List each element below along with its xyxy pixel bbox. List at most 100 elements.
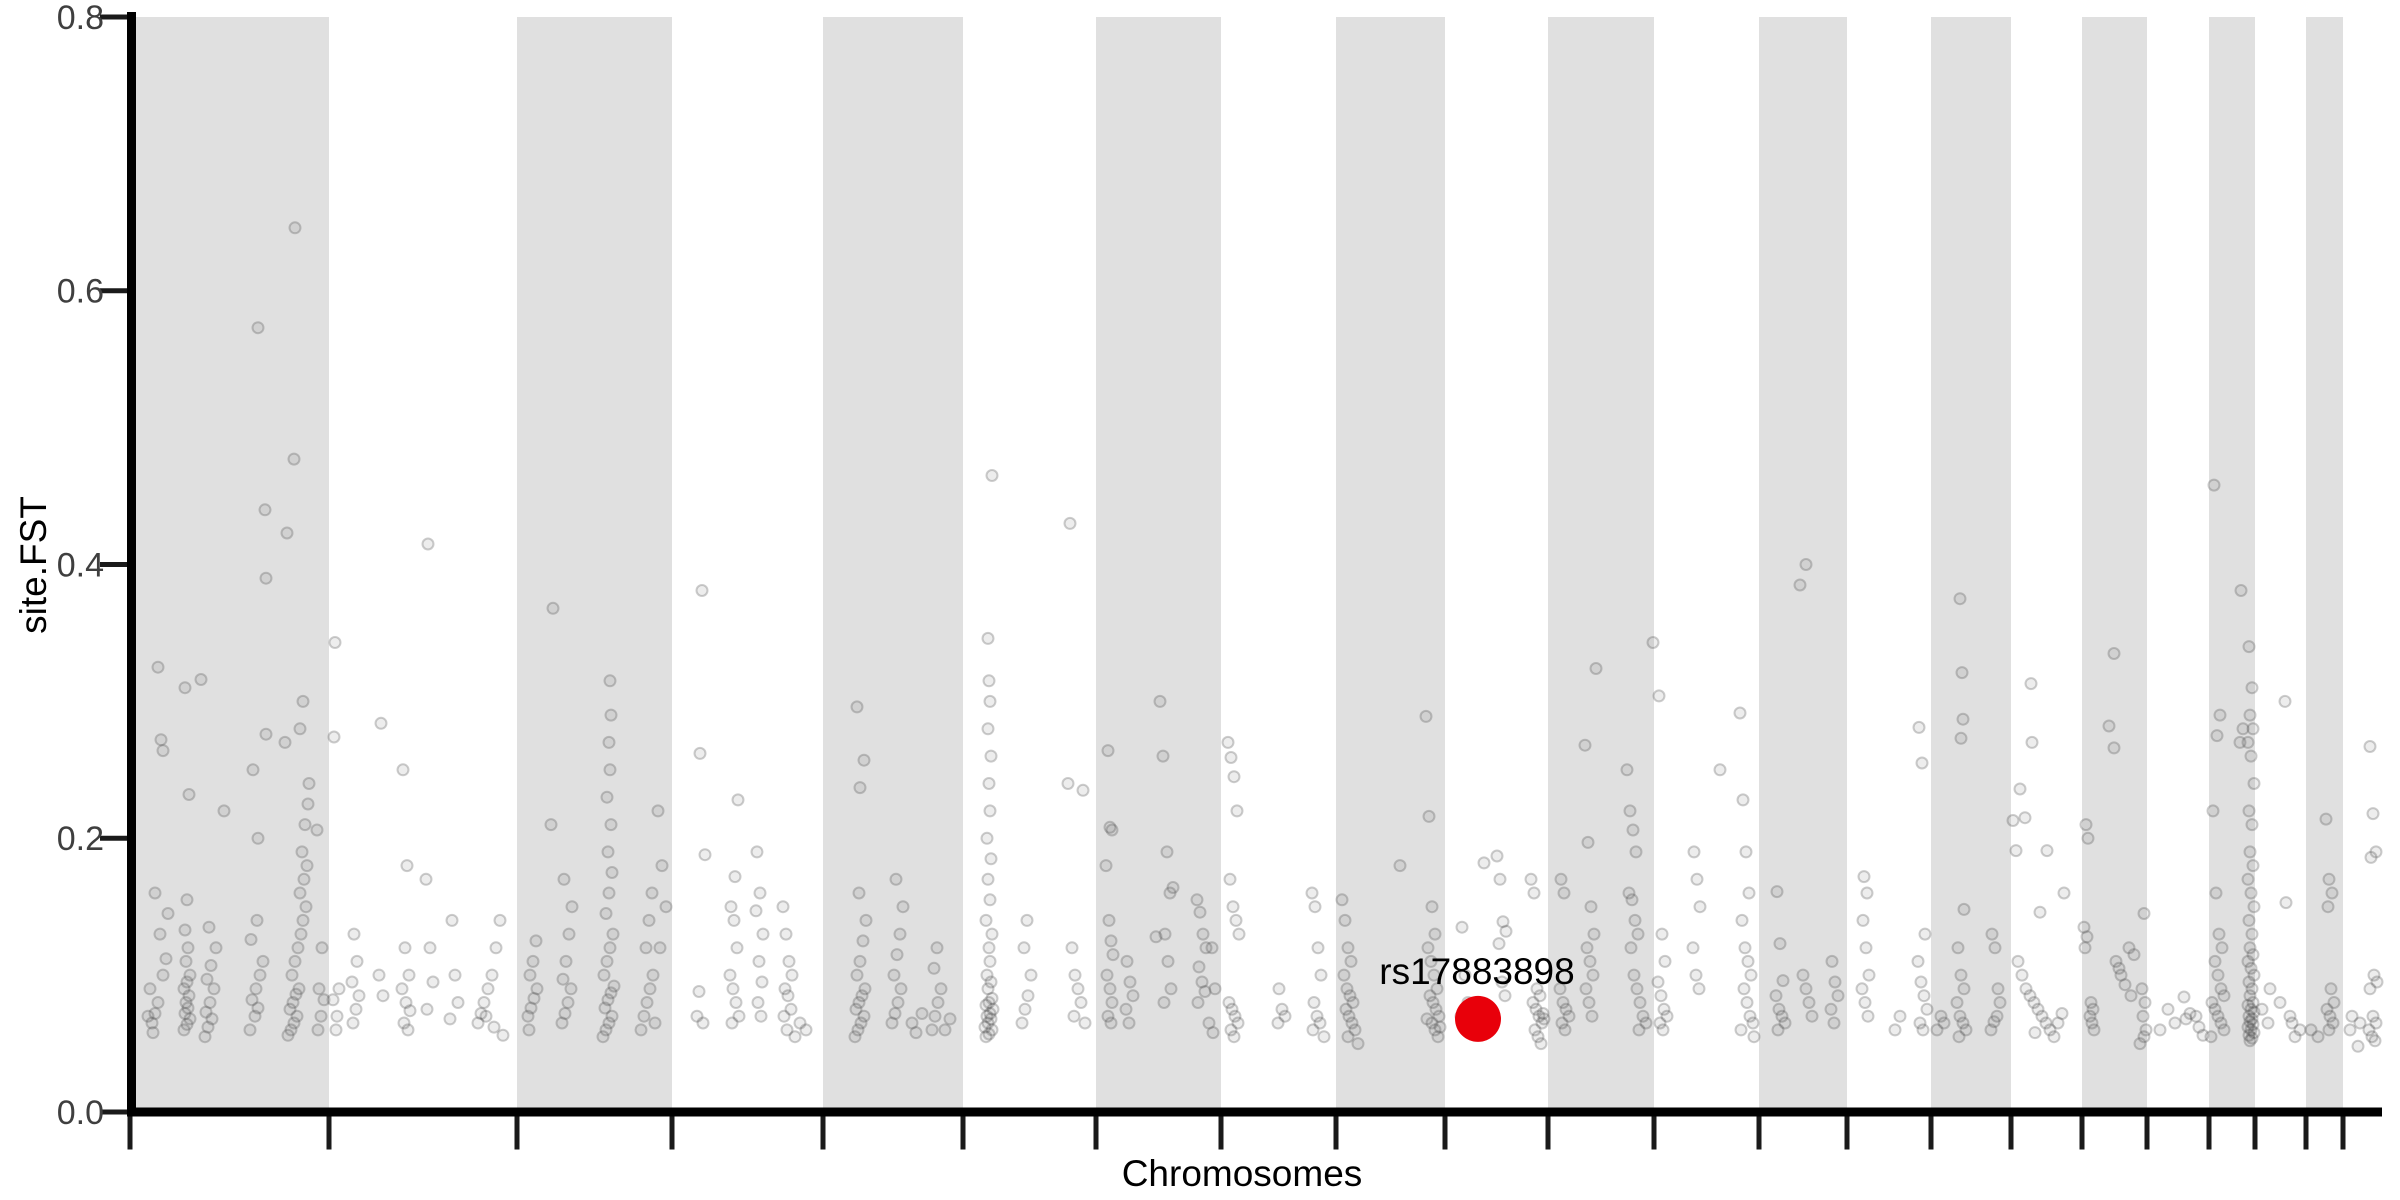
data-point [2242,804,2256,818]
data-point [151,996,165,1009]
data-point [1196,927,1210,941]
data-point [2027,996,2041,1009]
data-point [729,996,743,1009]
data-point [2242,913,2256,927]
data-point [251,1001,265,1015]
data-point [1653,1016,1667,1030]
data-point [981,722,995,736]
data-point [1689,968,1703,982]
data-point [979,1030,993,1044]
data-point [1646,636,1660,649]
data-point [1161,954,1175,968]
data-point [782,954,796,968]
data-point [601,845,615,859]
data-point [1314,968,1328,982]
data-point [2028,1026,2042,1040]
data-point [603,763,617,777]
data-point [2009,844,2023,858]
data-point [1427,968,1441,982]
data-point [1825,954,1839,968]
data-point [853,954,867,968]
data-point [301,797,315,811]
data-point [2234,584,2248,597]
data-point [177,1023,191,1037]
data-point [251,831,265,845]
data-point [1772,1002,1786,1016]
data-point [559,954,573,968]
data-point [986,1002,1000,1016]
chromosome-band-2 [329,17,517,1112]
data-point [985,927,999,941]
data-point [300,859,314,873]
data-point [728,870,742,884]
data-point [934,982,948,996]
data-point [1074,996,1088,1009]
data-point [1985,927,1999,941]
data-point [2247,1026,2261,1040]
data-point [1916,1023,1930,1037]
data-point [1226,900,1240,914]
chromosome-band-12 [1654,17,1759,1112]
data-point [203,996,217,1009]
data-point [243,1023,257,1037]
data-point [1228,1009,1242,1023]
data-point [207,982,221,996]
data-point [915,1007,929,1020]
data-point [2233,735,2247,749]
chromosome-band-14 [1847,17,1931,1112]
data-point [2345,1009,2359,1023]
data-point [696,1016,710,1030]
data-point [980,968,994,982]
data-point [1123,975,1137,989]
data-point [2365,1030,2379,1044]
data-point [399,996,413,1009]
data-point [2217,989,2231,1003]
data-point [2242,1028,2256,1042]
data-point [982,777,996,790]
data-point [2279,896,2293,910]
data-point [2078,941,2092,955]
data-point [2241,954,2255,968]
data-point [1342,1009,1356,1023]
data-point [928,1009,942,1023]
data-point [181,941,195,955]
data-point [1065,941,1079,955]
data-point [2011,954,2025,968]
data-point [2247,1005,2261,1019]
data-point [2244,1023,2258,1037]
data-point [645,886,659,900]
data-point [1747,1030,1761,1044]
data-point [943,1012,957,1026]
data-point [527,991,541,1005]
data-point [1078,1016,1092,1030]
data-point [2244,886,2258,900]
highlighted-snp-label: rs17883898 [1379,951,1574,992]
data-point [1639,1016,1653,1030]
data-point [2293,1023,2307,1037]
data-point [2243,1015,2257,1029]
data-point [603,674,617,688]
data-point [1773,937,1787,951]
data-point [1917,989,1931,1003]
data-point [890,948,904,962]
data-point [1419,709,1433,723]
data-point [1195,975,1209,989]
data-point [2207,478,2221,492]
data-point [1957,982,1971,996]
chromosome-band-7 [1096,17,1221,1112]
data-point [299,900,313,914]
data-point [1431,1030,1445,1044]
data-point [1740,996,1754,1009]
data-point [1164,982,1178,996]
data-point [1421,941,1435,955]
data-point [1496,915,1510,929]
data-point [1984,1023,1998,1037]
data-point [217,804,231,818]
data-point [1061,777,1075,790]
data-point [981,1016,995,1030]
data-point [1827,1016,1841,1030]
data-point [2242,1009,2256,1023]
data-point [606,927,620,941]
data-point [2135,982,2149,996]
data-point [481,982,495,996]
